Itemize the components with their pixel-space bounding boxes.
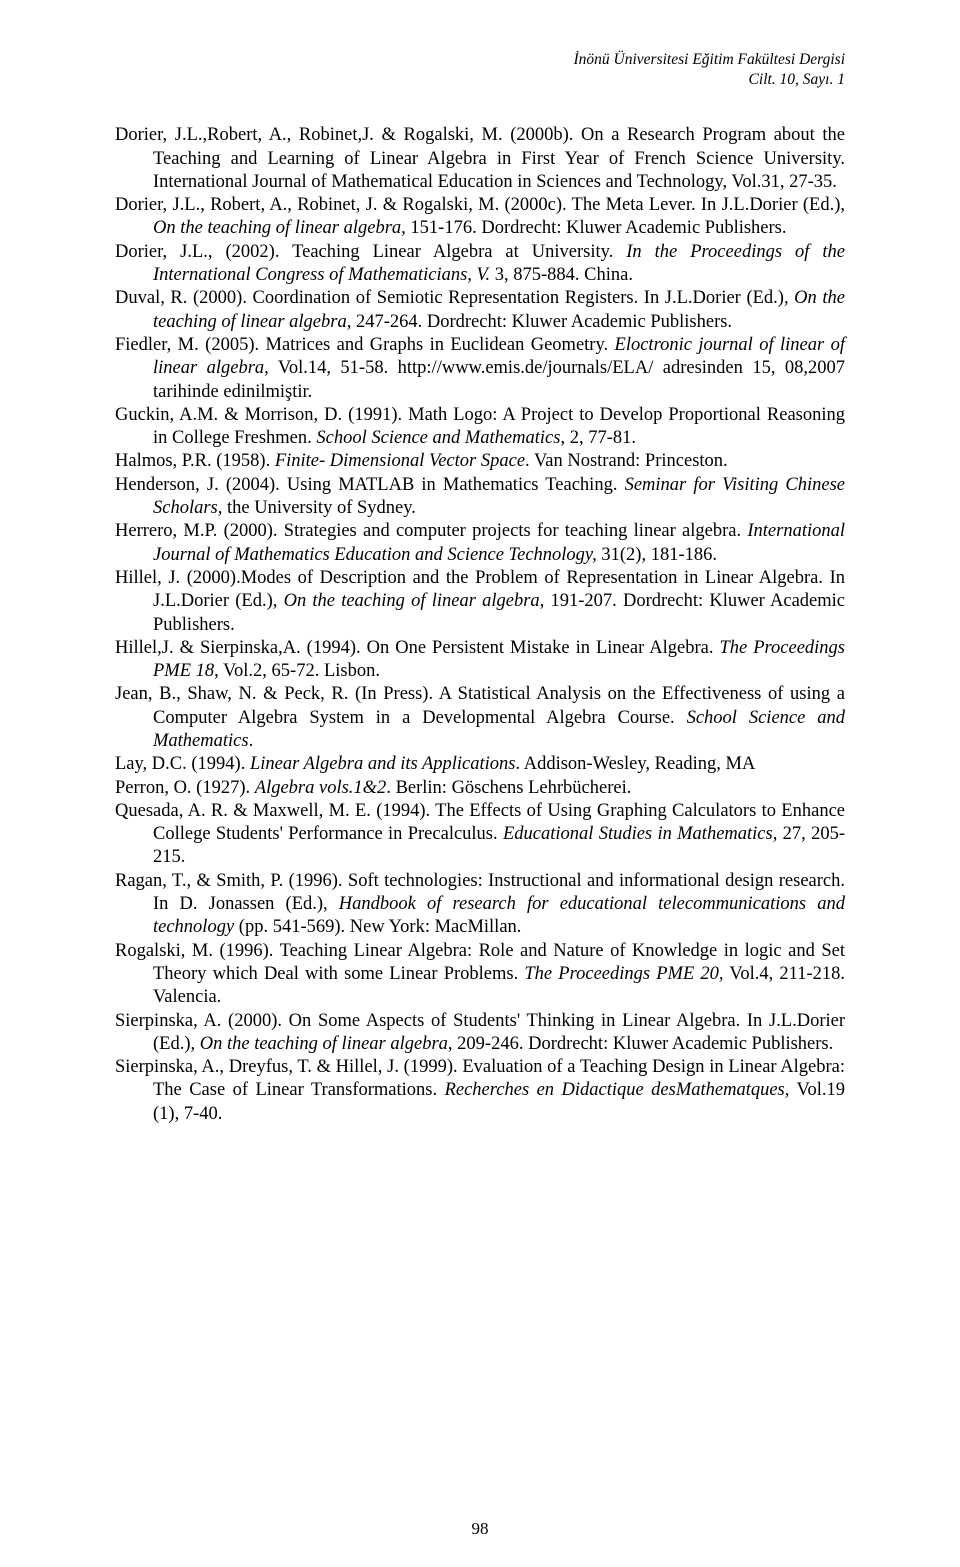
reference-italic: On the teaching of linear algebra, [284,591,545,611]
reference-entry: Hillel,J. & Sierpinska,A. (1994). On One… [115,637,845,684]
reference-entry: Dorier, J.L.,Robert, A., Robinet,J. & Ro… [115,124,845,194]
reference-entry: Lay, D.C. (1994). Linear Algebra and its… [115,753,845,776]
reference-text: Henderson, J. (2004). Using MATLAB in Ma… [115,475,625,495]
reference-text: , Vol.2, 65-72. Lisbon. [214,661,380,681]
reference-text: 151-176. Dordrecht: Kluwer Academic Publ… [406,218,787,238]
reference-text: the University of Sydney. [222,498,416,518]
reference-entry: Dorier, J.L., Robert, A., Robinet, J. & … [115,194,845,241]
reference-entry: Jean, B., Shaw, N. & Peck, R. (In Press)… [115,683,845,753]
reference-text: Dorier, J.L., (2002). Teaching Linear Al… [115,242,626,262]
reference-entry: Dorier, J.L., (2002). Teaching Linear Al… [115,241,845,288]
reference-text: , 2, 77-81. [560,428,636,448]
reference-entry: Henderson, J. (2004). Using MATLAB in Ma… [115,474,845,521]
reference-entry: Duval, R. (2000). Coordination of Semiot… [115,287,845,334]
journal-title: İnönü Üniversitesi Eğitim Fakültesi Derg… [115,50,845,70]
reference-entry: Herrero, M.P. (2000). Strategies and com… [115,520,845,567]
reference-italic: Algebra vols.1&2 [255,778,387,798]
reference-text: . Addison-Wesley, Reading, MA [516,754,756,774]
reference-text: Halmos, P.R. (1958). [115,451,275,471]
reference-italic: Recherches en Didactique desMathematques… [445,1080,790,1100]
reference-entry: Perron, O. (1927). Algebra vols.1&2. Ber… [115,777,845,800]
reference-italic: Educational Studies in Mathematics, [503,824,777,844]
reference-text: Duval, R. (2000). Coordination of Semiot… [115,288,794,308]
reference-text: Fiedler, M. (2005). Matrices and Graphs … [115,335,615,355]
references-block: Dorier, J.L.,Robert, A., Robinet,J. & Ro… [115,124,845,1126]
reference-italic: Linear Algebra and its Applications [250,754,516,774]
reference-entry: Fiedler, M. (2005). Matrices and Graphs … [115,334,845,404]
reference-text: Lay, D.C. (1994). [115,754,250,774]
reference-entry: Sierpinska, A., Dreyfus, T. & Hillel, J.… [115,1056,845,1126]
reference-italic: On the teaching of linear algebra, [153,218,406,238]
reference-text: . [249,731,254,751]
journal-issue: Cilt. 10, Sayı. 1 [115,70,845,90]
reference-text: Perron, O. (1927). [115,778,255,798]
reference-text: Hillel,J. & Sierpinska,A. (1994). On One… [115,638,719,658]
reference-text: Dorier, J.L., Robert, A., Robinet, J. & … [115,195,845,215]
reference-italic: Finite- Dimensional Vector Space [275,451,525,471]
reference-entry: Ragan, T., & Smith, P. (1996). Soft tech… [115,870,845,940]
reference-entry: Sierpinska, A. (2000). On Some Aspects o… [115,1010,845,1057]
reference-entry: Hillel, J. (2000).Modes of Description a… [115,567,845,637]
reference-text: 3, 875-884. China. [490,265,633,285]
reference-italic: On the teaching of linear algebra [200,1034,448,1054]
reference-entry: Guckin, A.M. & Morrison, D. (1991). Math… [115,404,845,451]
reference-text: , 209-246. Dordrecht: Kluwer Academic Pu… [448,1034,833,1054]
running-header: İnönü Üniversitesi Eğitim Fakültesi Derg… [115,50,845,90]
reference-entry: Rogalski, M. (1996). Teaching Linear Alg… [115,940,845,1010]
reference-text: 247-264. Dordrecht: Kluwer Academic Publ… [351,312,732,332]
reference-text: . Berlin: Göschens Lehrbücherei. [386,778,631,798]
reference-text: 31(2), 181-186. [597,545,717,565]
reference-text: Dorier, J.L.,Robert, A., Robinet,J. & Ro… [115,125,845,192]
reference-text: . Van Nostrand: Princeston. [525,451,728,471]
reference-text: Herrero, M.P. (2000). Strategies and com… [115,521,747,541]
reference-italic: The Proceedings PME 20, [524,964,723,984]
reference-entry: Halmos, P.R. (1958). Finite- Dimensional… [115,450,845,473]
reference-entry: Quesada, A. R. & Maxwell, M. E. (1994). … [115,800,845,870]
reference-text: (pp. 541-569). New York: MacMillan. [234,917,521,937]
page: İnönü Üniversitesi Eğitim Fakültesi Derg… [0,0,960,1567]
reference-italic: School Science and Mathematics [316,428,560,448]
page-number: 98 [0,1519,960,1539]
